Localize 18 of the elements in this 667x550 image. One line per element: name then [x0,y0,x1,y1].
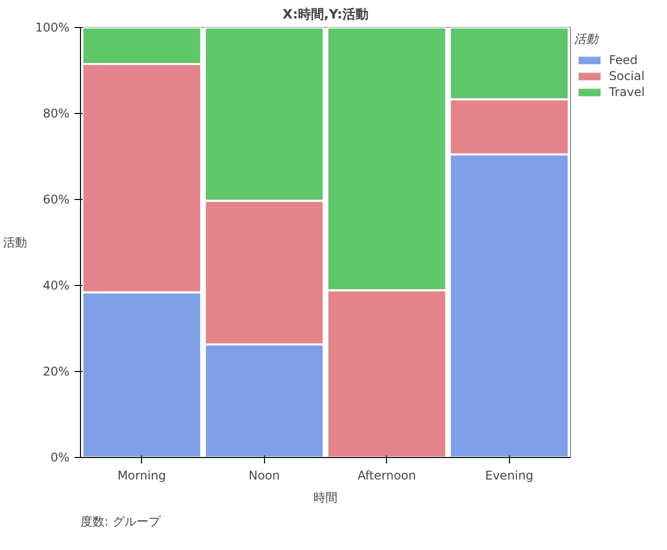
legend-label: Social [609,69,645,83]
y-tick-label: 80% [42,106,70,120]
y-tick-label: 0% [50,450,70,464]
legend-label: Feed [609,53,638,67]
x-tick-label: Noon [248,468,280,482]
legend-title: 活動 [574,31,600,48]
y-tick-label: 20% [42,364,70,378]
y-axis-title: 活動 [3,236,28,250]
x-axis-title: 時間 [314,490,338,504]
y-tick-label: 100% [35,20,70,34]
y-tick-label: 60% [42,192,70,206]
x-tick-label: Morning [117,468,166,482]
y-tick-label: 40% [42,278,70,292]
x-tick-label: Evening [485,468,534,482]
text: 度数: グループ [80,514,162,528]
chart-title: X:時間,Y:活動 [282,8,368,22]
legend-label: Travel [609,85,645,99]
x-tick-label: Afternoon [358,468,416,482]
